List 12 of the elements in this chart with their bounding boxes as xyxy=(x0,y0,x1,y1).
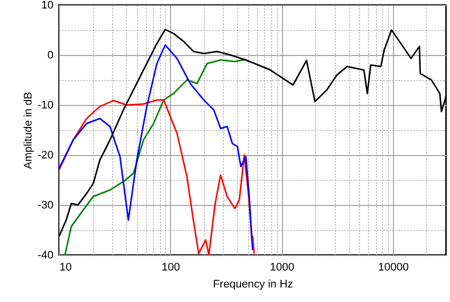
x-tick-label: 1000 xyxy=(270,262,294,274)
y-tick-label: -40 xyxy=(38,250,54,262)
x-tick-label: 10000 xyxy=(378,262,409,274)
x-tick-label: 10 xyxy=(60,262,72,274)
y-tick-label: -20 xyxy=(38,150,54,162)
y-tick-label: 10 xyxy=(41,0,54,12)
y-tick-label: -30 xyxy=(38,200,54,212)
x-tick-label: 100 xyxy=(162,262,180,274)
y-tick-label: -10 xyxy=(38,100,54,112)
y-axis-title: Amplitude in dB xyxy=(22,92,35,170)
x-axis-title: Frequency in Hz xyxy=(212,278,294,290)
y-tick-label: 0 xyxy=(47,50,54,62)
